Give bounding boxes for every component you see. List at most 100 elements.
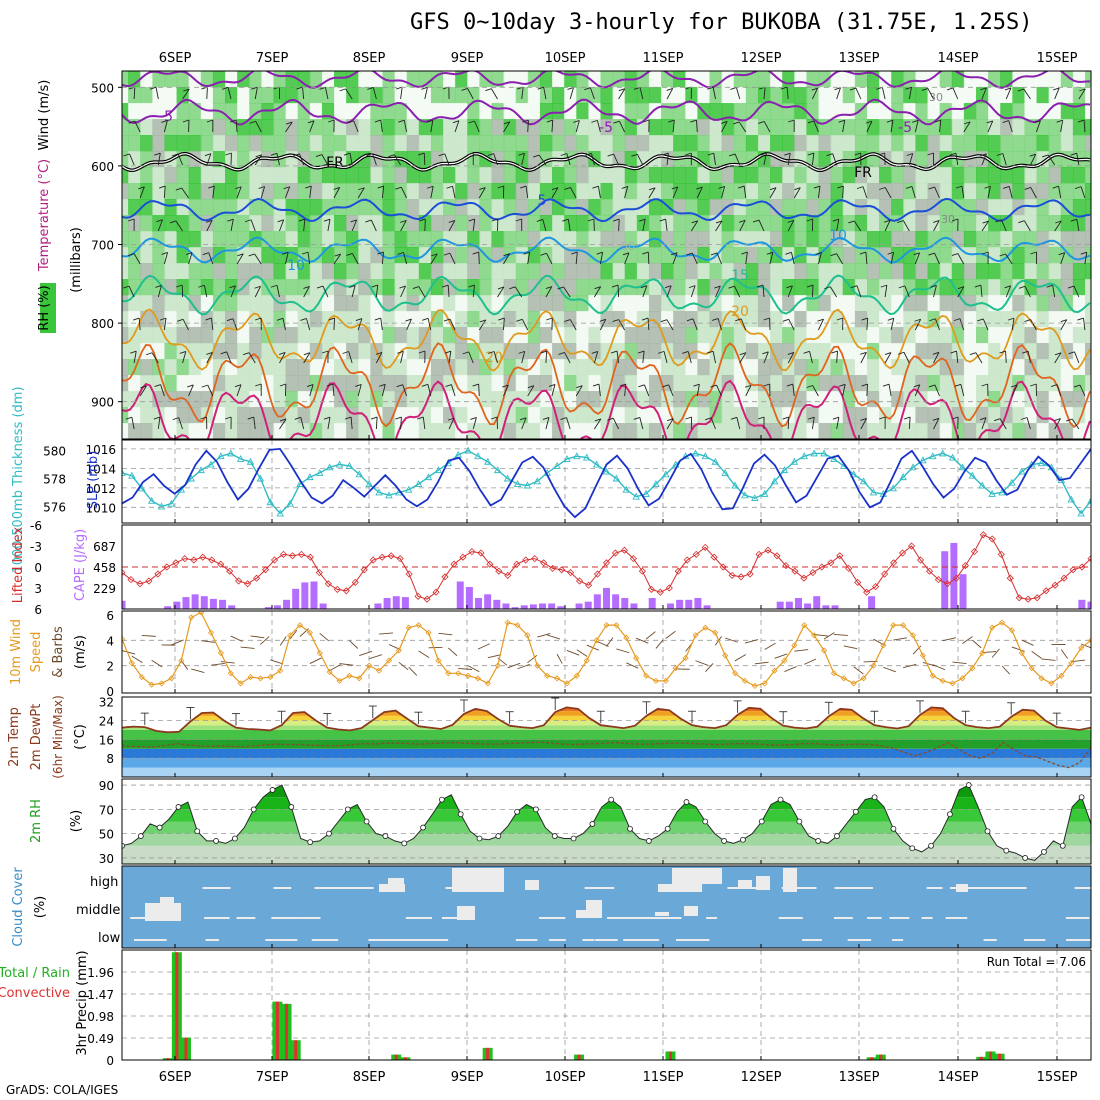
- rh-patch: [951, 279, 965, 296]
- rh-patch: [297, 103, 311, 120]
- rh-patch: [842, 199, 856, 216]
- wind-barb-flag: [123, 153, 130, 157]
- rh-patch: [200, 279, 214, 296]
- rh-patch: [552, 103, 566, 120]
- wind-speed-point: [919, 652, 926, 659]
- wind-speed-point: [336, 677, 343, 684]
- rh-patch: [661, 119, 675, 136]
- wind-barb-flag: [542, 416, 550, 420]
- rh-patch: [1024, 199, 1038, 216]
- rh-patch: [673, 167, 687, 184]
- li-point: [253, 574, 261, 582]
- li-point: [809, 569, 817, 577]
- rh-patch: [467, 103, 481, 120]
- rh-patch: [346, 343, 360, 360]
- rh-patch: [903, 183, 917, 200]
- rh-patch: [334, 439, 347, 456]
- rh-patch: [382, 263, 396, 280]
- wind-barb: [527, 385, 535, 397]
- cloud-streak: [945, 917, 968, 919]
- rh-patch: [733, 167, 747, 184]
- wind-barb: [497, 286, 505, 298]
- rh-patch: [842, 103, 856, 120]
- wind-barb: [203, 285, 208, 298]
- li-point: [270, 556, 279, 564]
- wind-speed-point: [593, 637, 600, 644]
- rh-patch: [842, 279, 856, 296]
- cloud-block: [672, 868, 722, 884]
- rh-patch: [406, 407, 420, 424]
- rh-patch: [309, 71, 323, 88]
- cloud-streak: [983, 939, 997, 941]
- wind-barb-flag: [884, 219, 891, 223]
- rh-patch: [721, 391, 735, 408]
- wind-barb: [547, 634, 561, 640]
- wind-barb: [357, 384, 362, 397]
- rh-patch: [176, 407, 190, 424]
- rh-patch: [648, 247, 662, 264]
- wind-barb-flag: [371, 284, 378, 288]
- rh-patch: [128, 407, 142, 424]
- li-point: [333, 585, 341, 593]
- rh-patch: [527, 87, 541, 104]
- wind-barb-flag: [1056, 119, 1063, 123]
- wind-barb: [163, 120, 168, 133]
- rh-patch: [830, 247, 844, 264]
- rh-patch: [539, 359, 553, 376]
- wind-barb-flag: [576, 385, 583, 389]
- wind-barb: [206, 86, 208, 100]
- wind-speed-point: [633, 655, 640, 662]
- rh-patch: [576, 407, 590, 424]
- li-point: [288, 552, 297, 560]
- rh-patch: [1037, 439, 1050, 456]
- wind-barb-flag: [355, 318, 363, 322]
- wind-barb-flag: [230, 119, 237, 123]
- y-tick-label: 800: [91, 317, 114, 331]
- wind-barb: [754, 661, 769, 665]
- rh-patch: [552, 183, 566, 200]
- rh-patch: [1072, 263, 1086, 280]
- rh-patch: [430, 135, 444, 152]
- rh-patch: [225, 423, 239, 439]
- wind-barb-flag: [303, 352, 311, 356]
- wind-barb-flag: [688, 285, 696, 289]
- rh-patch: [334, 327, 348, 344]
- cape-bar: [520, 605, 528, 609]
- cape-li-frame: [121, 524, 1092, 610]
- wind-barb-flag: [242, 352, 250, 356]
- wind-barb-flag: [497, 286, 505, 290]
- rh-patch: [648, 343, 662, 360]
- wind-barb: [890, 120, 894, 133]
- rh-patch: [455, 263, 469, 280]
- rh-patch: [479, 295, 493, 312]
- rh-patch: [552, 135, 566, 152]
- cloud-streak: [889, 917, 910, 919]
- rh-patch: [624, 167, 638, 184]
- wind-barb: [575, 385, 583, 397]
- rh-patch: [927, 87, 941, 104]
- wind-barb: [236, 384, 242, 397]
- wind-barb-flag: [258, 186, 265, 189]
- wind-barb: [303, 219, 306, 232]
- wind-barb: [418, 286, 426, 298]
- wind-barb: [351, 285, 356, 298]
- wind-barb-flag: [333, 187, 340, 190]
- wind-barb: [666, 153, 669, 166]
- rh-patch: [1072, 343, 1086, 360]
- rh-patch: [273, 119, 287, 136]
- rh-patch: [443, 135, 457, 152]
- rh-patch: [394, 183, 408, 200]
- rh-patch: [346, 183, 360, 200]
- cloud-streak: [1065, 917, 1090, 919]
- wind-barb-flag: [397, 350, 404, 354]
- cloud-block: [388, 878, 404, 884]
- wind-barb: [769, 252, 774, 265]
- temp-contour: [122, 308, 1091, 372]
- rh-patch: [1024, 103, 1038, 120]
- wind-barb: [793, 187, 801, 199]
- contour-label: 15: [731, 268, 749, 284]
- wind-barb-flag: [886, 119, 894, 123]
- rh-patch: [842, 327, 856, 344]
- rh-patch: [297, 263, 311, 280]
- rh-patch: [394, 119, 408, 136]
